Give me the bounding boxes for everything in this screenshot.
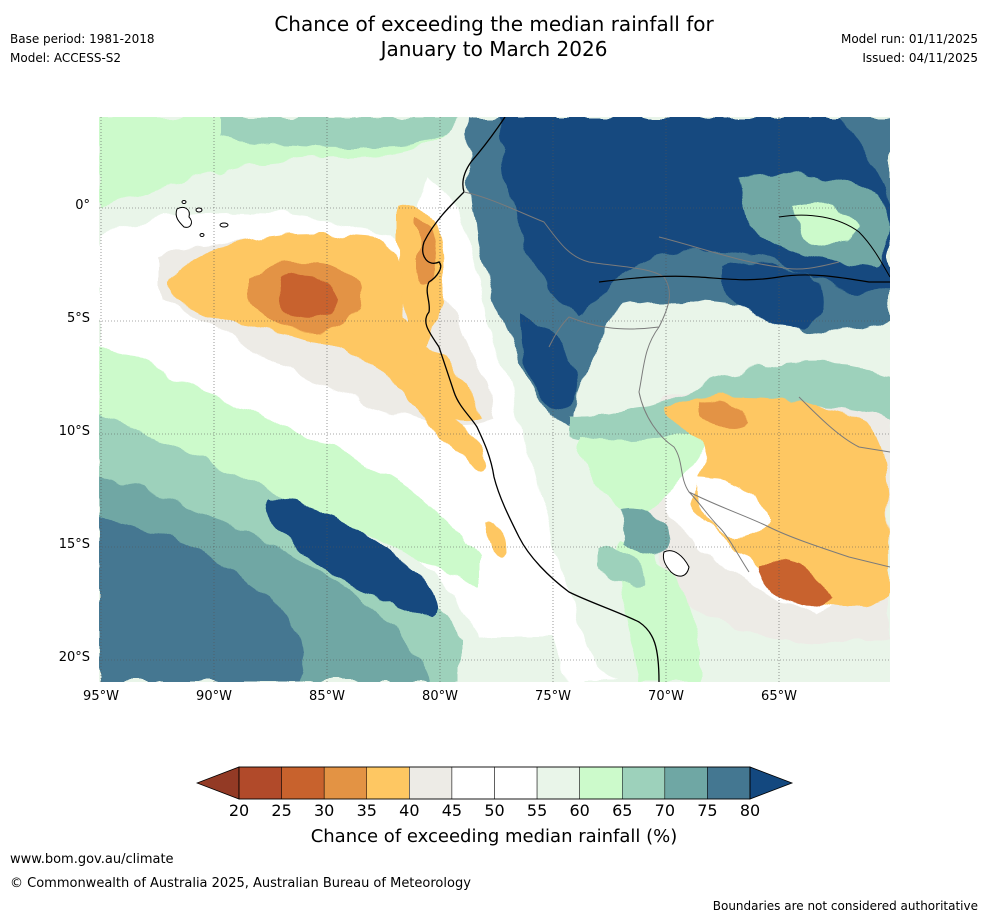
teal-patch-south — [599, 547, 645, 589]
disclaimer: Boundaries are not considered authoritat… — [712, 899, 978, 913]
dry-zone-west-core — [277, 277, 339, 319]
base-period: Base period: 1981-2018 — [10, 32, 155, 46]
graticule — [99, 117, 890, 682]
white-altiplano — [697, 477, 769, 537]
dry-zone-coast-core — [417, 217, 435, 286]
colorbar-tick-label: 35 — [356, 801, 377, 820]
colorbar-tick-label: 25 — [271, 801, 292, 820]
colorbar-tick-label: 60 — [569, 801, 590, 820]
river-line-north — [778, 214, 890, 278]
lon-label-75w: 75°W — [535, 689, 571, 704]
coastline — [422, 117, 660, 682]
colorbar-cell — [664, 766, 708, 800]
colorbar-tick-label: 45 — [441, 801, 463, 820]
colorbar-tick-label: 80 — [739, 801, 761, 820]
galapagos-islands — [175, 200, 229, 237]
borders — [463, 191, 890, 573]
colorbar-cell — [323, 766, 368, 800]
colorbar-cell — [281, 766, 325, 800]
colorbar-frame — [238, 766, 751, 800]
dry-zone-east — [664, 396, 890, 608]
lon-label-95w: 95°W — [83, 689, 119, 704]
colorbar-tick-label: 70 — [654, 801, 675, 820]
dry-zone-south-core — [759, 561, 829, 609]
footer-copyright: © Commonwealth of Australia 2025, Austra… — [10, 876, 471, 891]
colorbar-cells — [238, 766, 751, 800]
white-zone-coast — [419, 177, 619, 682]
colorbar-high-arrow — [749, 766, 794, 800]
title-line-2: January to March 2026 — [380, 37, 608, 61]
colorbar-cell — [494, 766, 538, 800]
dark-ocean-band — [99, 517, 303, 682]
issued-date: Issued: 04/11/2025 — [862, 51, 978, 65]
meta-right: Model run: 01/11/2025 Issued: 04/11/2025 — [841, 30, 978, 68]
map-title: Chance of exceeding the median rainfall … — [0, 12, 988, 62]
colorbar-tick-label: 55 — [526, 801, 548, 820]
colorbar-cell — [579, 766, 623, 800]
colorbar-tick-label: 30 — [313, 801, 335, 820]
amazon-core — [499, 117, 890, 317]
meta-left: Base period: 1981-2018 Model: ACCESS-S2 — [10, 30, 155, 68]
lon-label-65w: 65°W — [761, 689, 797, 704]
dry-zone-spot — [484, 521, 509, 558]
colorbar-cell — [707, 766, 751, 800]
colorbar-title: Chance of exceeding median rainfall (%) — [310, 826, 678, 847]
colorbar-cell — [238, 766, 282, 800]
lat-label-5s: 5°S — [66, 311, 90, 326]
lat-label-10s: 10°S — [58, 424, 90, 439]
colorbar-cell — [451, 766, 495, 800]
teal-patch-inland — [619, 506, 669, 557]
amazon-south-lobe — [519, 317, 580, 411]
dry-zone-east-core — [699, 400, 749, 428]
river-line — [598, 274, 890, 283]
colorbar-tick-label: 20 — [228, 801, 250, 820]
green-band-1 — [99, 347, 479, 587]
lon-label-80w: 80°W — [422, 689, 458, 704]
colorbar-cell — [536, 766, 580, 800]
colorbar-tick-label: 50 — [484, 801, 505, 820]
colorbar-tick-label: 65 — [612, 801, 633, 820]
dry-zone-peru — [399, 367, 485, 469]
teal-north-ocean — [219, 117, 459, 147]
colorbar-cell — [409, 766, 453, 800]
footer-url[interactable]: www.bom.gov.au/climate — [10, 852, 174, 867]
colorbar-cell — [622, 766, 666, 800]
lon-label-85w: 85°W — [309, 689, 345, 704]
colorbar-tick-label: 75 — [697, 801, 718, 820]
blue-east-lobe — [719, 263, 823, 327]
green-inland — [579, 422, 719, 517]
green-east — [789, 203, 859, 244]
model-run: Model run: 01/11/2025 — [840, 32, 978, 46]
lat-label-0: 0° — [75, 198, 90, 213]
colorbar — [196, 766, 794, 800]
deep-blue-streak — [263, 497, 438, 617]
title-line-1: Chance of exceeding the median rainfall … — [274, 12, 714, 36]
lon-label-70w: 70°W — [648, 689, 684, 704]
model-name: Model: ACCESS-S2 — [10, 51, 122, 65]
rainfall-map — [99, 117, 890, 682]
lat-label-20s: 20°S — [58, 650, 90, 665]
colorbar-low-arrow — [196, 766, 240, 800]
lake-titicaca — [662, 550, 690, 577]
lat-label-15s: 15°S — [58, 537, 90, 552]
lon-label-90w: 90°W — [196, 689, 232, 704]
colorbar-cell — [366, 766, 410, 800]
colorbar-tick-label: 40 — [399, 801, 420, 820]
